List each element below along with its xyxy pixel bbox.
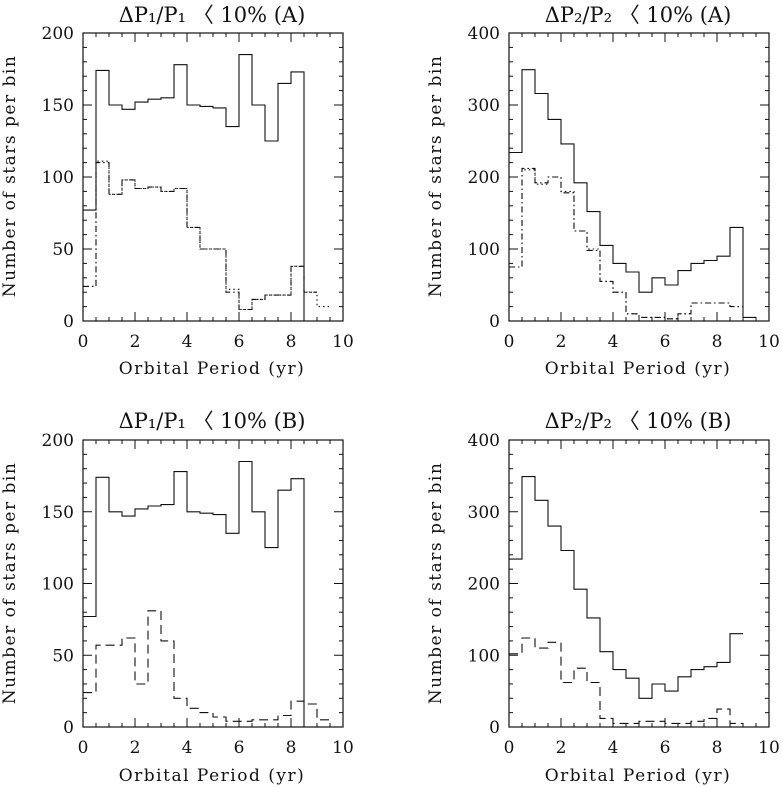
x-axis-label: Orbital Period (yr)	[119, 359, 306, 379]
x-tick-label: 10	[758, 332, 780, 352]
x-tick-label: 6	[660, 332, 671, 352]
y-tick-label: 50	[52, 646, 74, 666]
x-axis-label: Orbital Period (yr)	[545, 359, 732, 379]
panel-bottom-left: ΔP₁/P₁ 〈 10% (B) Orbital Period (yr) Num…	[0, 409, 354, 786]
panel-top-right: ΔP₂/P₂ 〈 10% (A) Orbital Period (yr) Num…	[426, 3, 780, 379]
x-tick-label: 0	[78, 332, 89, 352]
x-tick-label: 2	[130, 332, 141, 352]
y-tick-label: 150	[42, 503, 74, 523]
x-tick-label: 10	[758, 738, 780, 758]
x-tick-label: 8	[286, 738, 297, 758]
y-tick-label: 0	[63, 718, 74, 738]
series-dashed-step-line	[83, 610, 330, 722]
y-tick-label: 100	[468, 240, 500, 260]
y-tick-label: 300	[468, 96, 500, 116]
chart-title: ΔP₂/P₂ 〈 10% (B)	[545, 409, 732, 433]
y-axis-label: Number of stars per bin	[0, 55, 20, 298]
y-tick-label: 50	[52, 240, 74, 260]
chart-title: ΔP₂/P₂ 〈 10% (A)	[545, 3, 732, 27]
y-tick-label: 100	[42, 168, 74, 188]
y-tick-label: 100	[42, 575, 74, 595]
x-tick-label: 6	[234, 738, 245, 758]
x-tick-label: 0	[504, 332, 515, 352]
x-tick-label: 2	[556, 332, 567, 352]
y-tick-label: 100	[468, 646, 500, 666]
series-dash-dot-step-line	[509, 167, 743, 320]
y-tick-label: 200	[468, 575, 500, 595]
y-tick-label: 400	[468, 24, 500, 44]
x-tick-label: 0	[78, 738, 89, 758]
y-tick-label: 300	[468, 503, 500, 523]
y-axis-label: Number of stars per bin	[0, 462, 20, 705]
chart-title: ΔP₁/P₁ 〈 10% (A)	[119, 3, 306, 27]
x-tick-label: 4	[608, 738, 619, 758]
series-solid-step-line	[509, 476, 743, 699]
x-tick-label: 8	[712, 332, 723, 352]
x-tick-label: 4	[182, 332, 193, 352]
y-tick-label: 0	[63, 312, 74, 332]
series-dash-dot-step-line	[83, 162, 317, 311]
x-axis-label: Orbital Period (yr)	[119, 766, 306, 786]
panel-bottom-right: ΔP₂/P₂ 〈 10% (B) Orbital Period (yr) Num…	[426, 409, 780, 786]
x-tick-label: 10	[332, 738, 354, 758]
y-tick-label: 0	[489, 718, 500, 738]
x-tick-label: 8	[286, 332, 297, 352]
series-dotted-step-line	[83, 160, 330, 311]
panel-top-left: ΔP₁/P₁ 〈 10% (A) Orbital Period (yr) Num…	[0, 3, 354, 379]
y-tick-label: 150	[42, 96, 74, 116]
y-tick-label: 400	[468, 431, 500, 451]
x-axis-label: Orbital Period (yr)	[545, 766, 732, 786]
x-tick-label: 8	[712, 738, 723, 758]
series-solid-step-line	[83, 460, 317, 728]
x-tick-label: 6	[234, 332, 245, 352]
x-tick-label: 4	[182, 738, 193, 758]
series-solid-step-line	[83, 54, 317, 322]
x-tick-label: 0	[504, 738, 515, 758]
y-tick-label: 0	[489, 312, 500, 332]
y-tick-label: 200	[42, 24, 74, 44]
x-tick-label: 2	[130, 738, 141, 758]
chart-title: ΔP₁/P₁ 〈 10% (B)	[119, 409, 306, 433]
y-tick-label: 200	[42, 431, 74, 451]
x-tick-label: 10	[332, 332, 354, 352]
x-tick-label: 6	[660, 738, 671, 758]
series-solid-step-line	[509, 69, 756, 318]
x-tick-label: 4	[608, 332, 619, 352]
x-tick-label: 2	[556, 738, 567, 758]
series-dashed-step-line	[509, 637, 743, 724]
y-tick-label: 200	[468, 168, 500, 188]
y-axis-label: Number of stars per bin	[426, 55, 446, 298]
y-axis-label: Number of stars per bin	[426, 462, 446, 705]
